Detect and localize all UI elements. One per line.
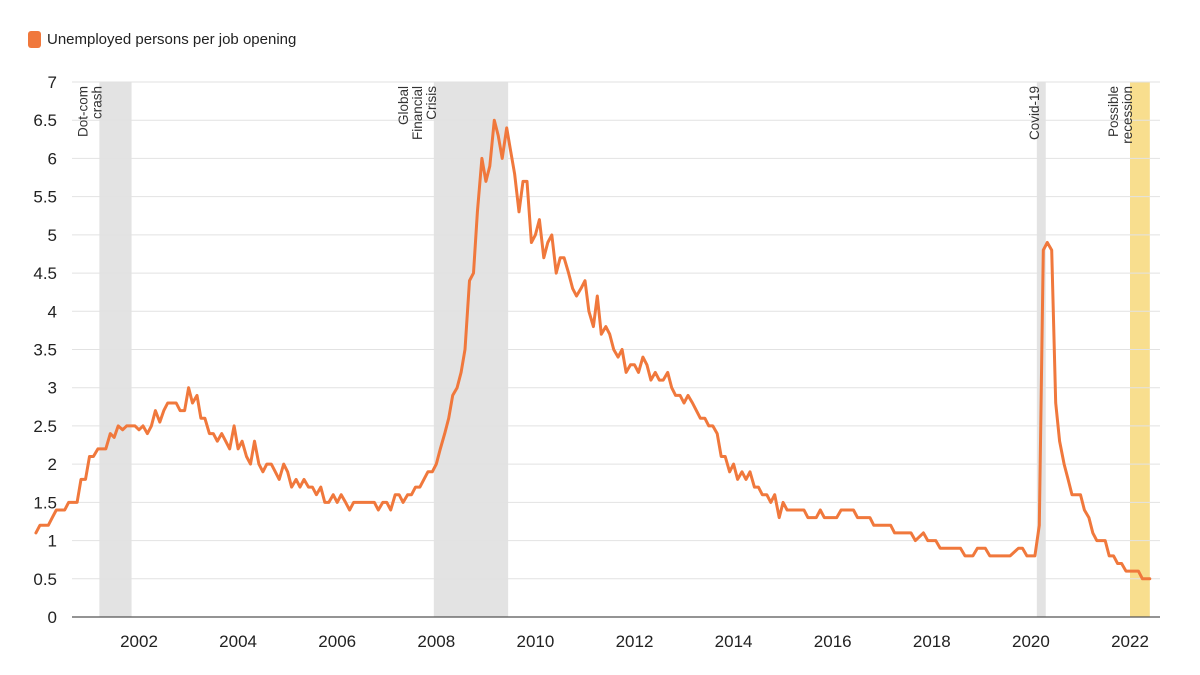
- x-tick-label: 2004: [219, 632, 257, 651]
- y-tick-label: 7: [48, 73, 57, 92]
- y-tick-label: 4: [48, 302, 57, 321]
- band-label-0-0: Dot-com: [75, 86, 90, 137]
- y-tick-label: 5: [48, 226, 57, 245]
- y-tick-label: 1: [48, 532, 57, 551]
- band-label-3-0: Possible: [1106, 86, 1121, 137]
- legend-label: Unemployed persons per job opening: [47, 31, 297, 48]
- x-tick-label: 2016: [814, 632, 852, 651]
- legend-swatch: [28, 31, 41, 48]
- x-tick-label: 2006: [318, 632, 356, 651]
- line-layer: [34, 118, 1152, 581]
- y-tick-label: 3: [48, 379, 57, 398]
- band-label-1-1: Financial: [410, 86, 425, 140]
- ticks-layer: 0 0.5 1 1.5 2 2.5 3 3.5 4 4.5 5 5.5 6 6.5 7 2002 2004 200…: [33, 73, 1149, 651]
- y-tick-label: 0: [48, 608, 57, 627]
- y-tick-label: 0.5: [33, 570, 57, 589]
- x-tick-label: 2002: [120, 632, 158, 651]
- y-tick-label: 5.5: [33, 188, 57, 207]
- x-tick-label: 2018: [913, 632, 951, 651]
- band-label-0-1: crash: [89, 86, 104, 119]
- y-tick-label: 6: [48, 149, 57, 168]
- y-tick-label: 6.5: [33, 111, 57, 130]
- x-tick-label: 2014: [715, 632, 753, 651]
- x-tick-label: 2020: [1012, 632, 1050, 651]
- grid-layer: [72, 81, 1160, 580]
- series-line-0: [34, 118, 1152, 581]
- y-tick-label: 2.5: [33, 417, 57, 436]
- y-tick-label: 1.5: [33, 493, 57, 512]
- y-tick-label: 3.5: [33, 341, 57, 360]
- band-label-1-0: Global: [396, 86, 411, 125]
- band-label-1-2: Crisis: [424, 86, 439, 120]
- x-tick-label: 2012: [616, 632, 654, 651]
- x-tick-label: 2010: [516, 632, 554, 651]
- band-label-3-1: recession: [1120, 86, 1135, 144]
- y-tick-label: 2: [48, 455, 57, 474]
- legend: Unemployed persons per job opening: [28, 31, 296, 48]
- y-tick-label: 4.5: [33, 264, 57, 283]
- x-tick-label: 2022: [1111, 632, 1149, 651]
- band-label-2-0: Covid-19: [1027, 86, 1042, 140]
- band-labels-layer: Dot-com crash Global Financial Crisis Covid-1…: [75, 86, 1135, 144]
- x-tick-label: 2008: [417, 632, 455, 651]
